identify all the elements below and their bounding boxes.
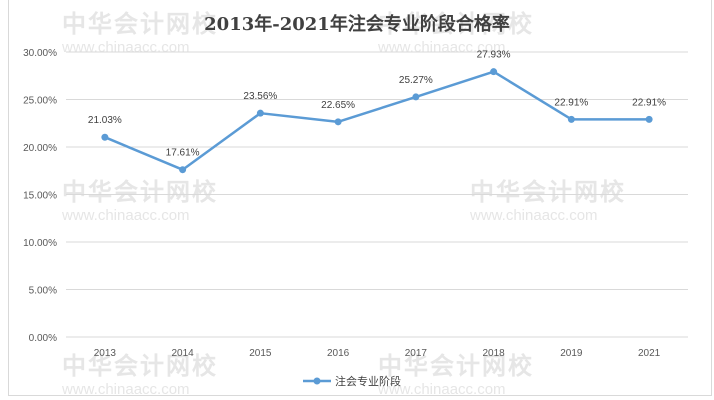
y-tick-label: 15.00%	[23, 191, 57, 202]
data-label: 21.03%	[88, 115, 122, 126]
data-point	[101, 133, 109, 141]
y-tick-label: 25.00%	[23, 96, 57, 107]
x-tick-label: 2014	[172, 348, 195, 359]
watermark: 中华会计网校 www.chinaacc.com	[470, 178, 626, 224]
data-point	[645, 115, 653, 123]
legend-label: 注会专业阶段	[335, 374, 401, 388]
x-tick-label: 2015	[249, 348, 272, 359]
x-tick-label: 2018	[483, 348, 506, 359]
data-label: 22.91%	[632, 97, 666, 108]
data-point	[567, 115, 575, 123]
data-label: 25.27%	[399, 75, 433, 86]
y-tick-label: 30.00%	[23, 48, 57, 59]
x-tick-label: 2017	[405, 348, 428, 359]
data-point	[179, 166, 187, 174]
data-point	[256, 109, 264, 117]
x-tick-label: 2016	[327, 348, 350, 359]
chart-frame	[8, 0, 712, 396]
data-label: 22.91%	[554, 97, 588, 108]
data-point	[490, 68, 498, 76]
data-label: 27.93%	[477, 50, 511, 61]
legend-marker	[313, 377, 321, 385]
y-tick-label: 5.00%	[29, 286, 57, 297]
x-tick-label: 2013	[94, 348, 117, 359]
data-point	[412, 93, 420, 101]
watermark: 中华会计网校 www.chinaacc.com	[62, 352, 218, 398]
watermark: 中华会计网校 www.chinaacc.com	[62, 178, 218, 224]
watermark: 中华会计网校 www.chinaacc.com	[378, 352, 534, 398]
data-label: 23.56%	[243, 91, 277, 102]
data-label: 22.65%	[321, 100, 355, 111]
y-tick-label: 20.00%	[23, 143, 57, 154]
data-point	[334, 118, 342, 126]
series-line	[104, 70, 650, 171]
x-tick-label: 2021	[638, 348, 661, 359]
data-label: 17.61%	[166, 148, 200, 159]
y-tick-label: 0.00%	[29, 333, 57, 344]
x-tick-label: 2019	[560, 348, 583, 359]
chart-title: 2013年-2021年注会专业阶段合格率	[204, 14, 510, 35]
y-tick-label: 10.00%	[23, 238, 57, 249]
